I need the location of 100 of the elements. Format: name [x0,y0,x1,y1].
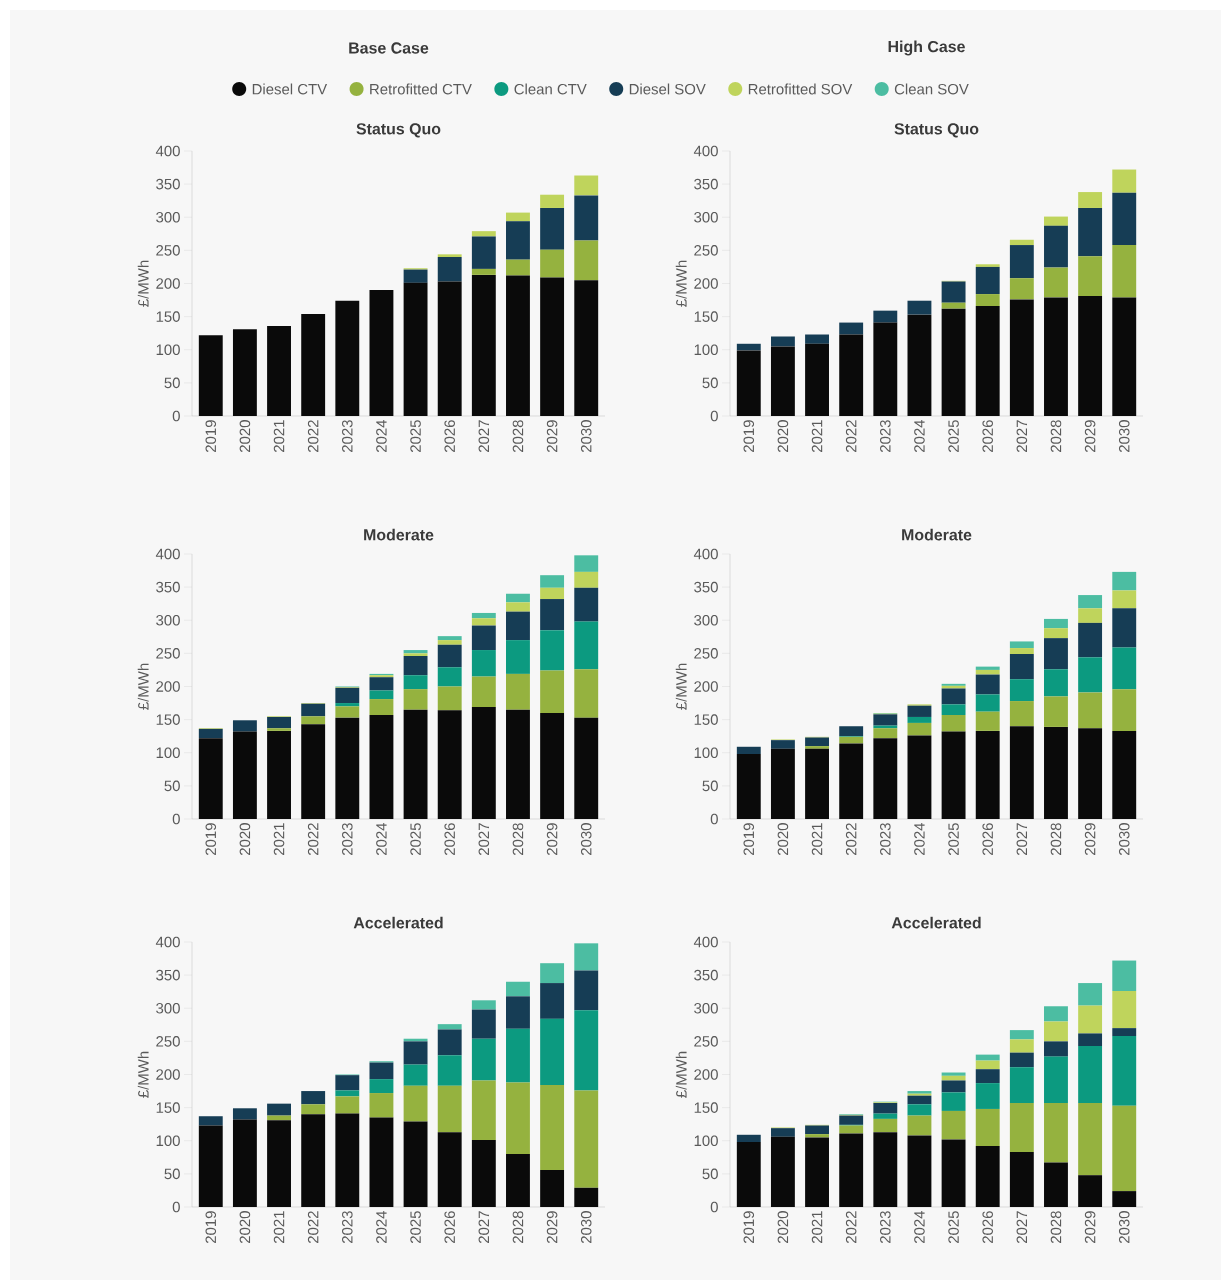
x-tick-label: 2023 [880,823,891,856]
bar [770,740,795,749]
y-tick-label: 400 [693,936,718,948]
x-tick-label: 2023 [342,823,353,856]
y-tick-label: 0 [172,410,180,422]
x-tick-label: 2020 [777,1211,789,1244]
bar [540,575,565,588]
x-tick-label: 2022 [307,420,319,452]
bar [1009,278,1034,300]
x-tick-label: 2024 [914,822,925,856]
bar [1044,297,1068,416]
bar [1078,595,1103,609]
y-tick-label: 350 [694,581,718,593]
chart-title: Status Quo [894,123,979,138]
bar [506,602,530,612]
x-tick-label: 2023 [880,1211,891,1244]
bar [805,737,829,747]
bar [1112,991,1137,1029]
legend-label: Diesel CTV [252,83,328,95]
bar [506,275,530,416]
x-tick-label: 2026 [982,1211,993,1244]
x-tick-label: 2021 [273,1211,285,1244]
bar [1112,689,1137,731]
bar [506,221,530,260]
bar [1044,267,1068,298]
bar [805,1137,829,1207]
bar [574,587,599,622]
bar [267,716,291,729]
y-tick-label: 0 [710,813,718,825]
bar [1112,730,1137,819]
x-tick-label: 2026 [982,823,993,856]
bar [907,735,932,819]
bar [574,1010,599,1091]
bar [369,699,394,715]
bar [1078,1005,1103,1034]
bar [736,350,761,416]
bar [1078,622,1103,658]
bar [1112,647,1137,690]
bar [403,1041,428,1065]
bar [506,1028,530,1083]
bar [540,712,565,819]
bar [335,706,360,718]
bar [574,280,599,416]
bar [1112,960,1137,992]
y-tick-label: 250 [156,648,180,659]
bar [975,1069,1000,1084]
y-tick-label: 200 [156,681,180,692]
bar [1044,696,1068,727]
bar [506,996,530,1029]
bar [975,666,1000,670]
bar [301,1104,326,1115]
bar [839,322,864,335]
bar [574,1187,599,1207]
y-tick-label: 250 [694,245,718,256]
bar [369,290,394,416]
y-tick-label: 300 [694,211,718,223]
y-tick-label: 250 [694,648,718,659]
y-axis-title: £/MWh [137,1051,149,1098]
bar [574,717,599,819]
bar [506,640,530,674]
bar [506,593,530,603]
x-tick-label: 2025 [410,1211,421,1244]
bar [1112,1191,1137,1207]
x-tick-label: 2021 [273,823,285,856]
bar [232,731,257,819]
bar [1009,648,1034,655]
bar [736,343,761,351]
bar [1078,1175,1103,1207]
bar [471,625,496,651]
bar [574,1090,599,1188]
y-tick-label: 300 [694,1002,718,1014]
x-tick-label: 2027 [1016,823,1028,856]
x-tick-label: 2022 [307,823,319,856]
legend-label: Diesel SOV [629,83,706,95]
y-tick-label: 50 [702,1168,718,1180]
bar [540,249,565,278]
bar [574,571,599,588]
y-tick-label: 0 [710,410,718,422]
bar [873,322,898,416]
x-tick-label: 2019 [743,1211,755,1244]
y-axis-title: £/MWh [675,260,687,307]
bar [941,1072,966,1076]
x-tick-label: 2024 [376,1210,387,1244]
bar [540,1085,565,1170]
bar [941,1080,966,1093]
bar [506,1154,530,1207]
bar [941,704,966,715]
bar [471,650,496,677]
bar [770,1136,795,1207]
bar [301,703,326,717]
bar [1044,216,1068,226]
bar [975,294,1000,307]
bar [335,300,360,416]
bar [1078,692,1103,729]
x-tick-label: 2030 [580,420,592,452]
bar [403,1121,428,1207]
bar [1009,641,1034,649]
bar [839,726,864,737]
legend-label: Clean SOV [894,83,969,95]
bar [506,1082,530,1154]
